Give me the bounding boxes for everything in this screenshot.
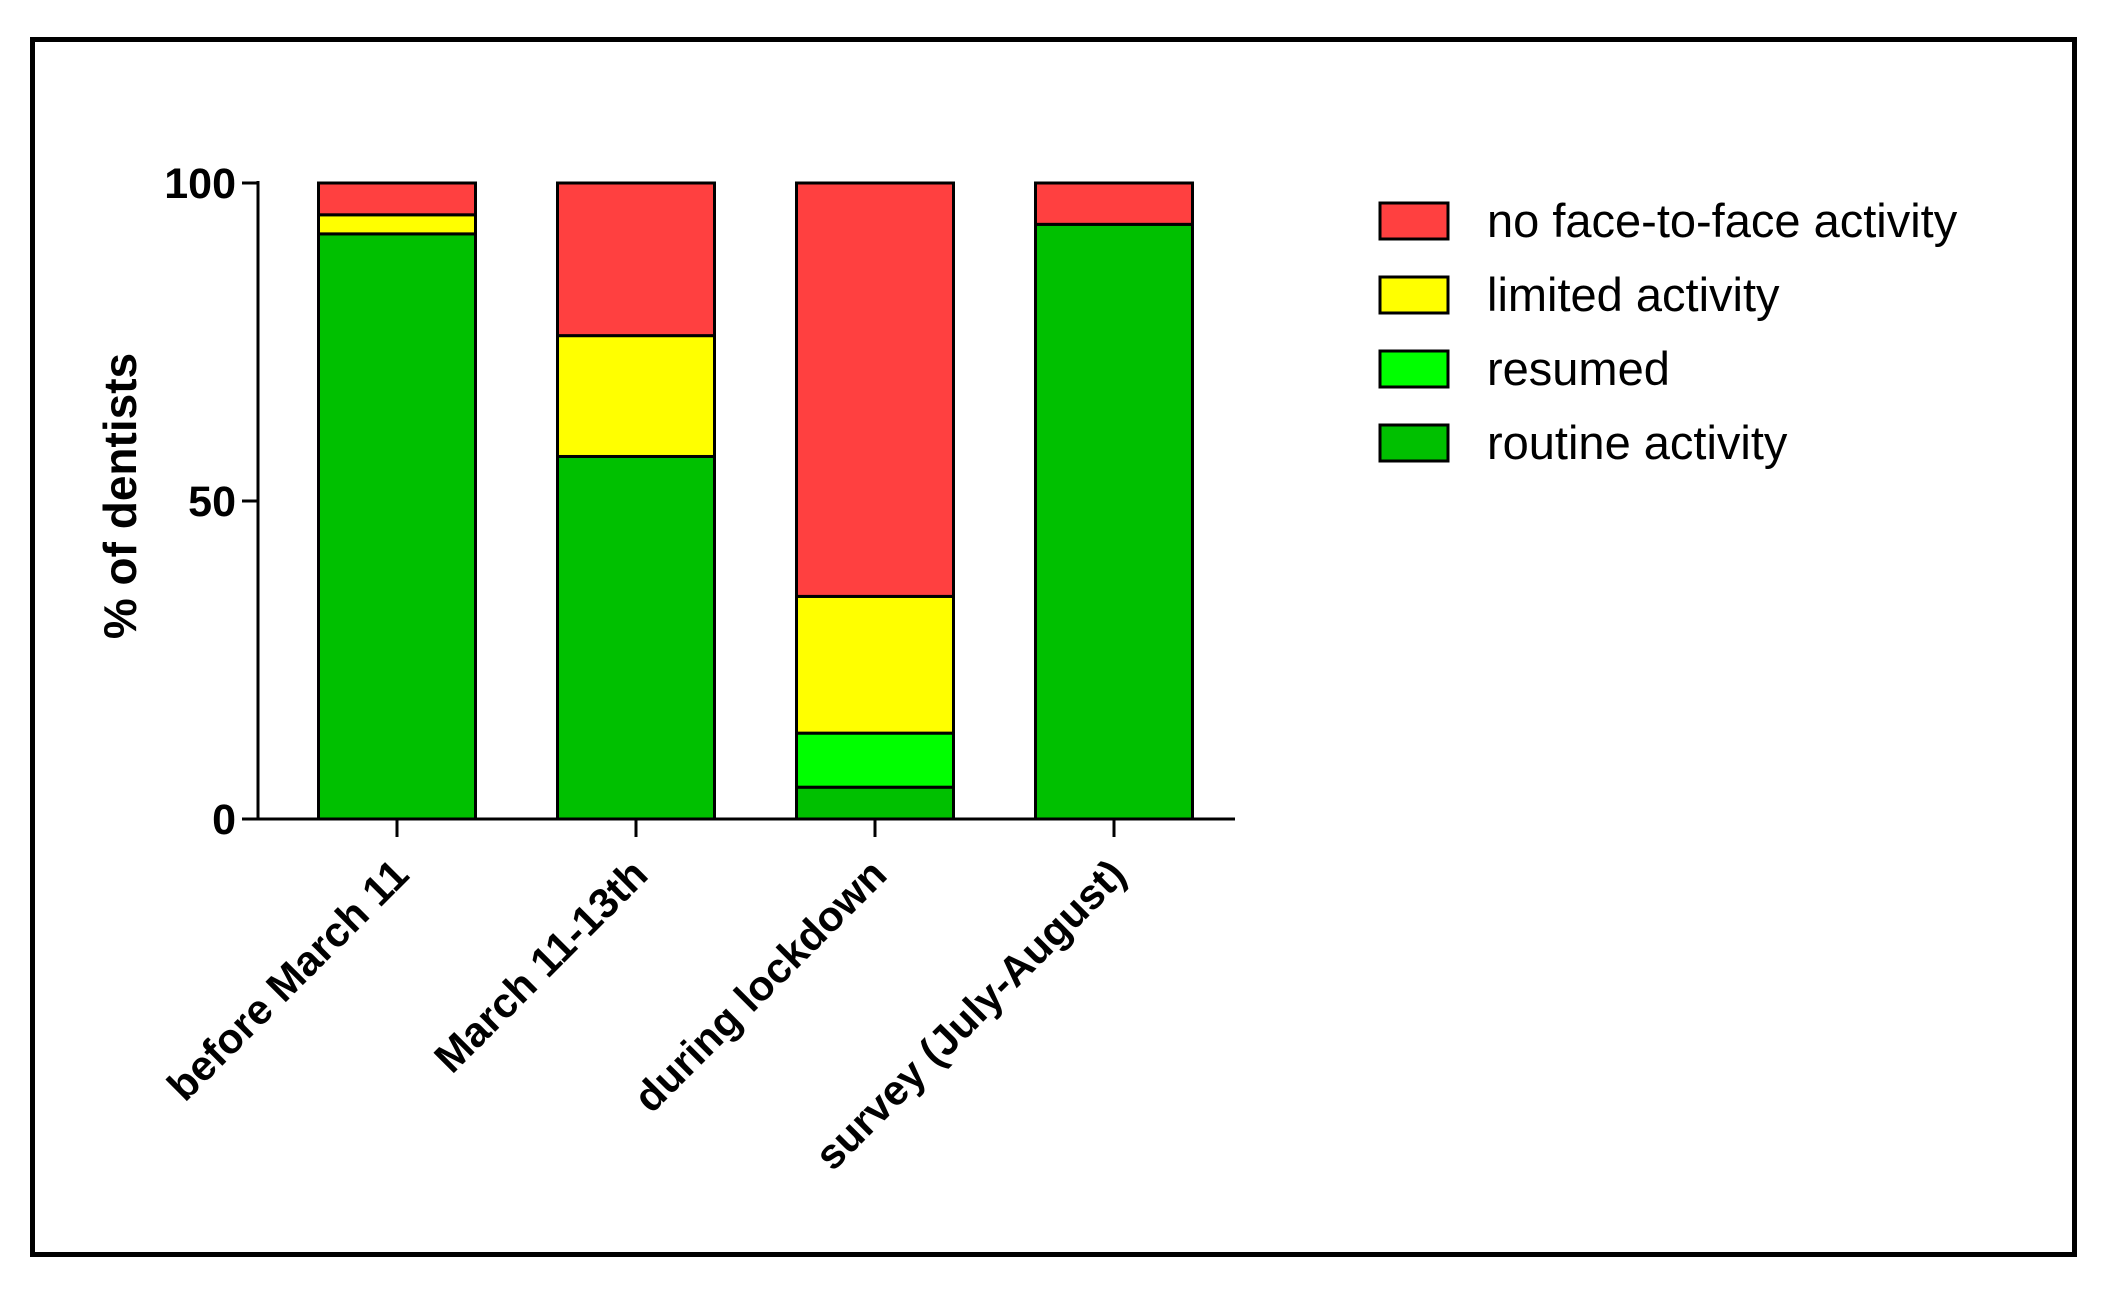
y-tick-label-2: 50 [188,478,236,526]
x-category-label-2: March 11-13th [425,850,656,1081]
x-category-label-3: during lockdown [625,850,896,1121]
bar-segment-4-4 [1034,181,1194,226]
bar-segment-1-4 [317,181,477,217]
bar-segment-3-3 [795,594,955,735]
legend-swatch-3 [1378,349,1450,389]
legend-label-4: routine activity [1487,416,1788,469]
bar-segment-2-1 [556,454,716,821]
legend-label-2: limited activity [1487,268,1780,321]
y-tick-label-3: 100 [164,160,236,208]
figure-frame [30,37,2077,1257]
bar-segment-3-1 [795,785,955,821]
legend: no face-to-face activity limited activity… [1378,194,1958,469]
bar-segment-3-4 [795,181,955,598]
bar-segment-2-3 [556,334,716,458]
axes-layer [242,181,1235,837]
legend-label-1: no face-to-face activity [1487,194,1958,247]
y-tick-label-1: 0 [212,796,236,844]
bar-segment-3-2 [795,731,955,789]
legend-swatch-2 [1378,275,1450,315]
x-category-label-1: before March 11 [158,850,417,1109]
bar-segment-1-1 [317,232,477,821]
bar-segment-2-4 [556,181,716,338]
bar-segment-1-3 [317,213,477,236]
y-axis-title: % of dentists [94,353,146,639]
legend-swatch-4 [1378,423,1450,463]
legend-label-3: resumed [1487,342,1670,395]
legend-swatch-1 [1378,201,1450,241]
bars-layer [317,181,1194,821]
bar-segment-4-1 [1034,222,1194,821]
